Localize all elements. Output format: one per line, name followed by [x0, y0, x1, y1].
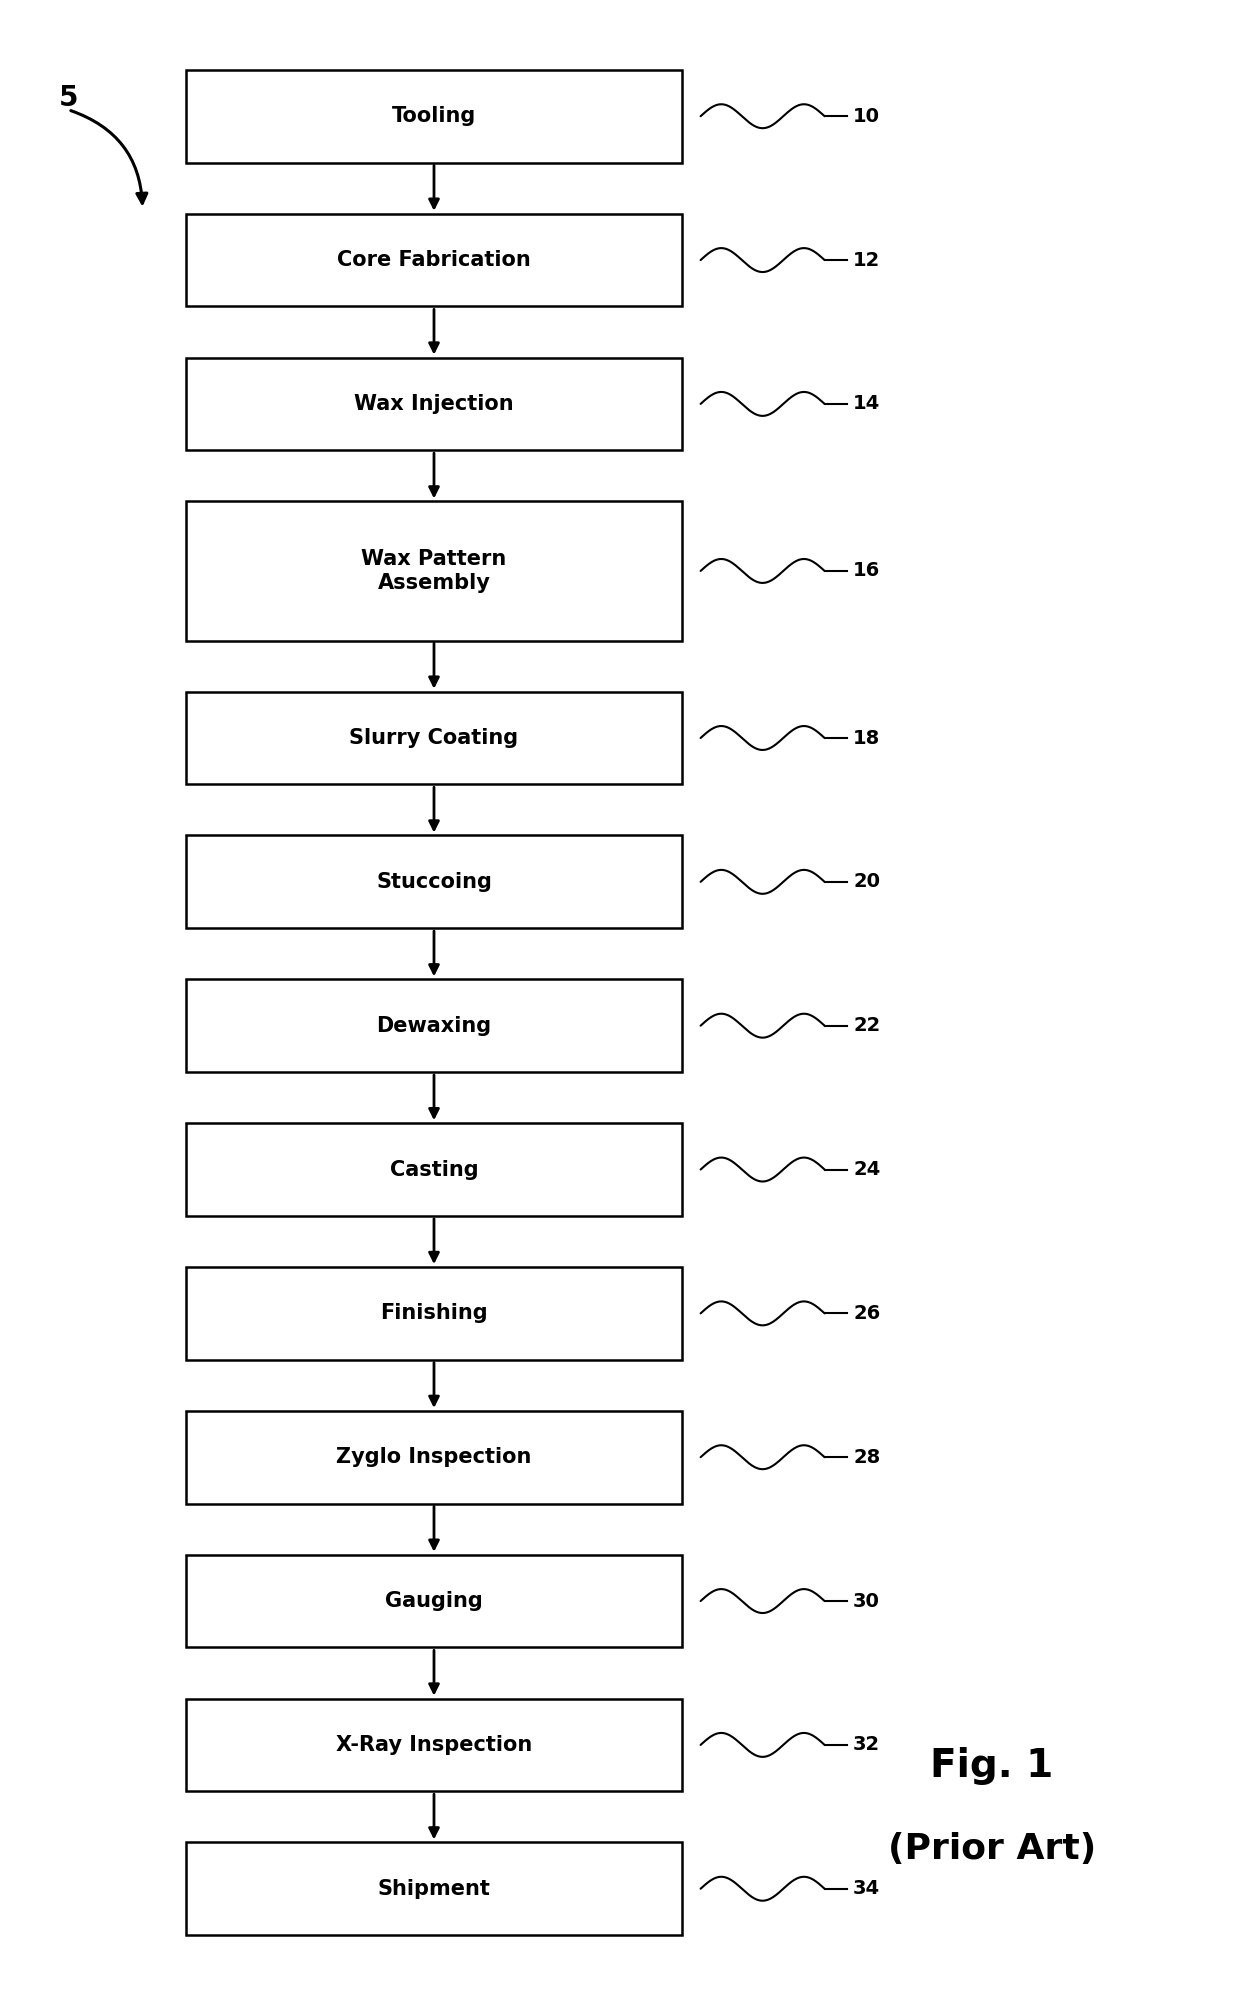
Text: Tooling: Tooling [392, 106, 476, 126]
Text: Wax Injection: Wax Injection [355, 393, 513, 413]
Text: 32: 32 [853, 1736, 880, 1754]
Text: X-Ray Inspection: X-Ray Inspection [336, 1736, 532, 1756]
Text: 34: 34 [853, 1879, 880, 1899]
FancyBboxPatch shape [186, 70, 682, 164]
FancyBboxPatch shape [186, 1698, 682, 1792]
Text: 14: 14 [853, 395, 880, 413]
Text: Dewaxing: Dewaxing [377, 1015, 491, 1035]
Text: 24: 24 [853, 1159, 880, 1179]
FancyBboxPatch shape [186, 1554, 682, 1648]
FancyBboxPatch shape [186, 692, 682, 784]
Text: (Prior Art): (Prior Art) [888, 1831, 1096, 1867]
Text: Finishing: Finishing [381, 1303, 487, 1323]
Text: Zyglo Inspection: Zyglo Inspection [336, 1446, 532, 1466]
Text: Gauging: Gauging [386, 1592, 482, 1612]
FancyBboxPatch shape [186, 1123, 682, 1215]
FancyBboxPatch shape [186, 213, 682, 307]
Text: Core Fabrication: Core Fabrication [337, 249, 531, 269]
Text: 10: 10 [853, 106, 880, 126]
Text: Shipment: Shipment [377, 1879, 491, 1899]
FancyBboxPatch shape [186, 980, 682, 1071]
FancyBboxPatch shape [186, 1267, 682, 1361]
FancyBboxPatch shape [186, 501, 682, 640]
Text: 5: 5 [58, 84, 78, 112]
Text: 20: 20 [853, 872, 880, 892]
Text: 26: 26 [853, 1305, 880, 1323]
Text: Stuccoing: Stuccoing [376, 872, 492, 892]
FancyBboxPatch shape [186, 1410, 682, 1504]
Text: 18: 18 [853, 728, 880, 748]
Text: 22: 22 [853, 1015, 880, 1035]
Text: 30: 30 [853, 1592, 880, 1610]
Text: Slurry Coating: Slurry Coating [350, 728, 518, 748]
Text: 28: 28 [853, 1448, 880, 1466]
FancyBboxPatch shape [186, 1841, 682, 1935]
Text: 12: 12 [853, 251, 880, 269]
Text: Wax Pattern
Assembly: Wax Pattern Assembly [361, 549, 507, 593]
Text: Casting: Casting [389, 1159, 479, 1179]
FancyBboxPatch shape [186, 357, 682, 451]
Text: 16: 16 [853, 561, 880, 581]
FancyBboxPatch shape [186, 836, 682, 928]
Text: Fig. 1: Fig. 1 [930, 1746, 1054, 1786]
